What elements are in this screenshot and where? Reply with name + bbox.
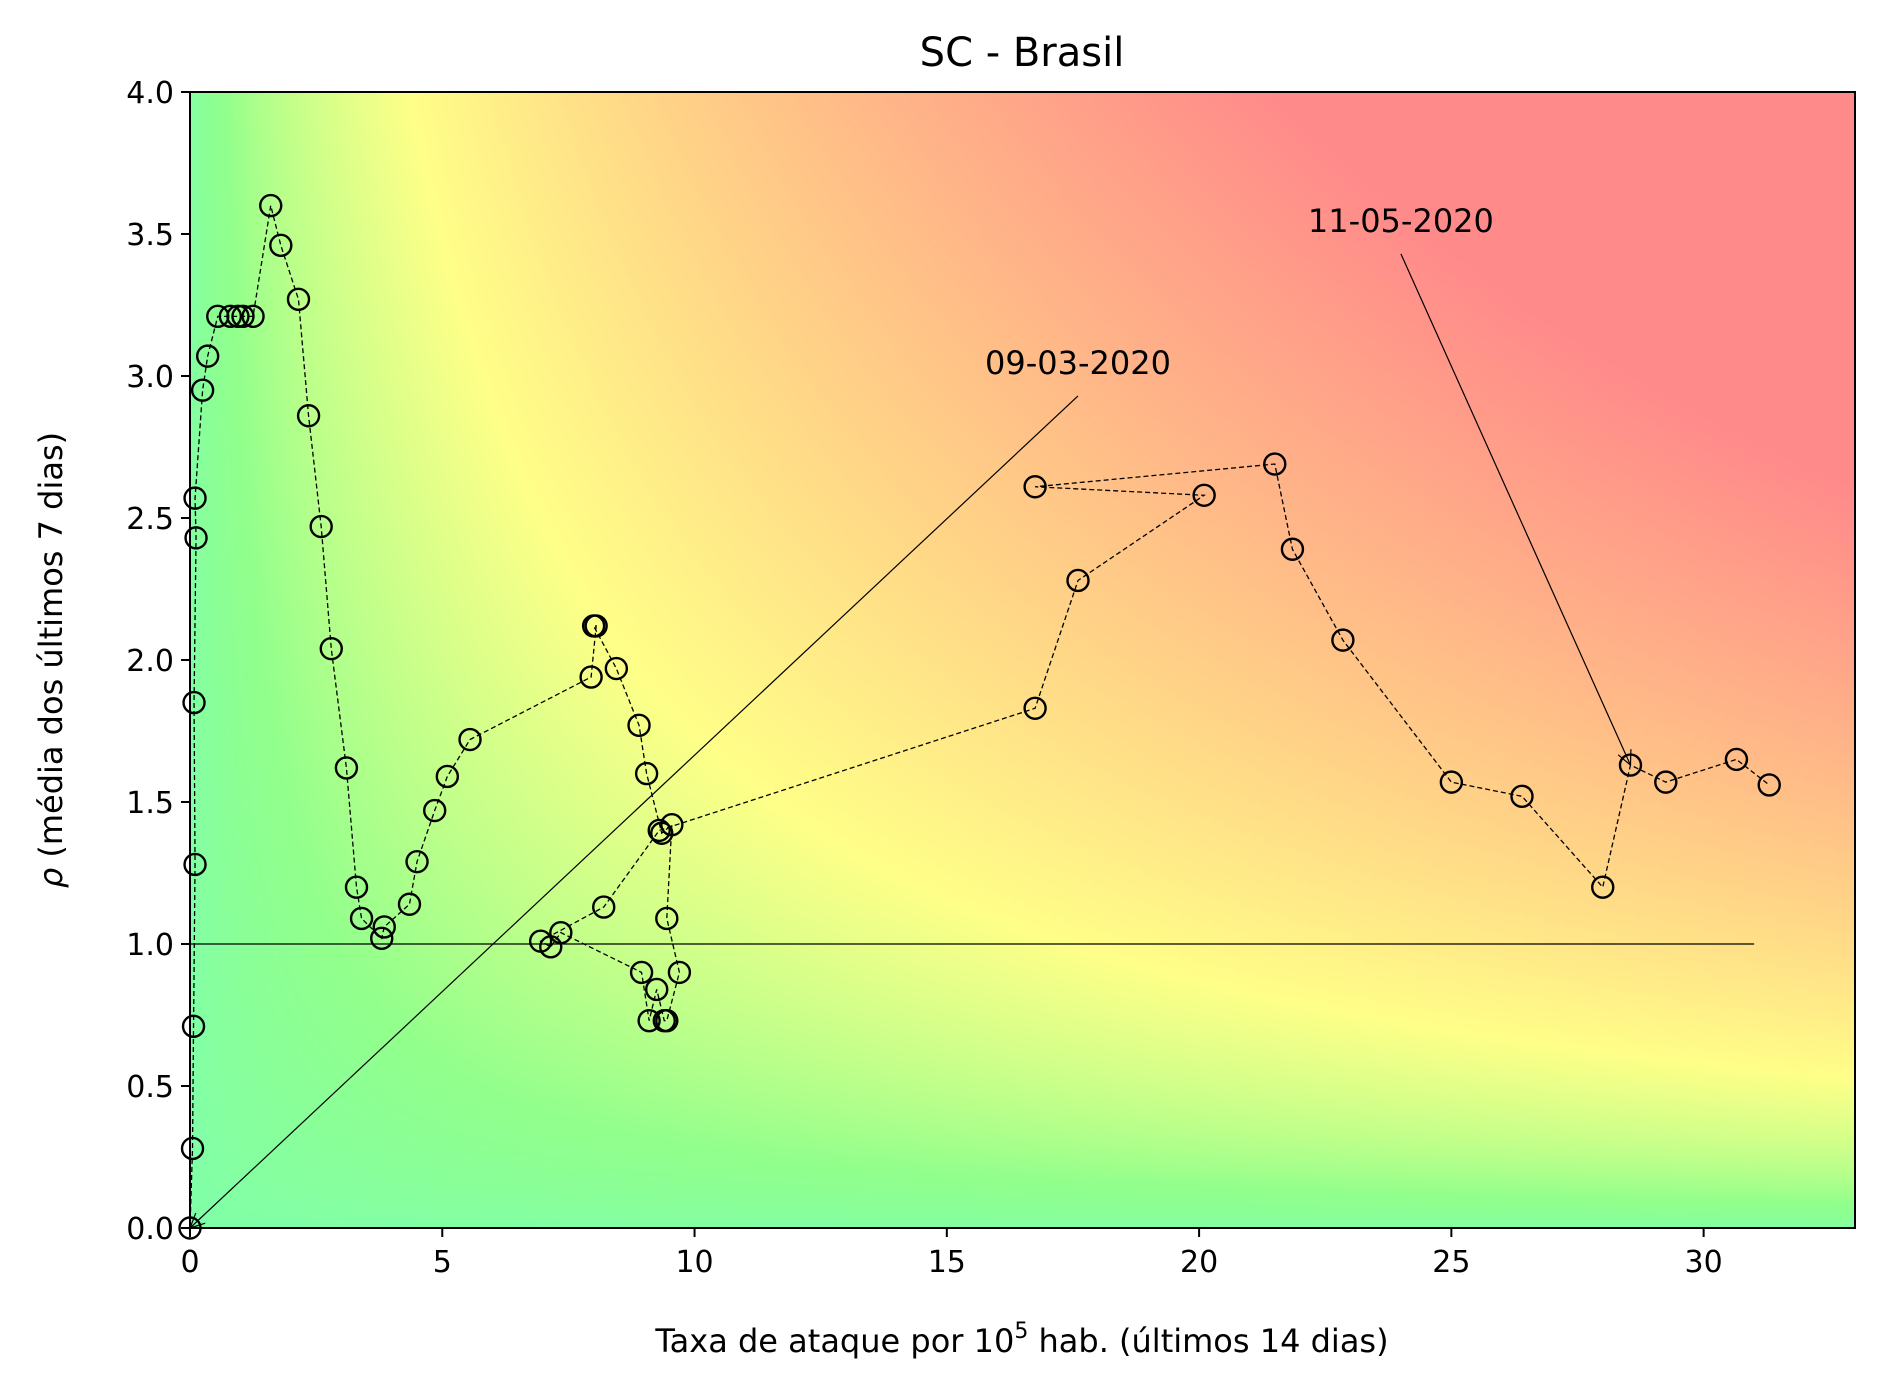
data-point [190, 378, 215, 402]
data-point [182, 690, 206, 715]
data-point [370, 926, 394, 951]
x-axis-title-suffix: hab. (últimos 14 dias) [1028, 1322, 1388, 1360]
data-point [652, 1008, 676, 1033]
x-tick-label: 30 [1685, 1245, 1723, 1280]
chart-title: SC - Brasil [920, 30, 1125, 76]
data-point [629, 960, 654, 985]
data-point [579, 665, 603, 689]
data-point [1439, 770, 1464, 794]
data-point [309, 514, 333, 539]
data-point [344, 875, 369, 899]
data-point [604, 656, 629, 681]
data-point [435, 764, 460, 789]
data-point [183, 852, 207, 877]
x-tick-label: 15 [928, 1245, 966, 1280]
data-point [1510, 784, 1534, 809]
y-axis-title-symbol: ρ [32, 868, 70, 888]
y-tick-label: 2.5 [126, 502, 174, 537]
data-point [1023, 475, 1047, 499]
data-point [286, 287, 311, 312]
y-tick-label: 3.5 [126, 218, 174, 253]
data-point [645, 977, 669, 1002]
x-tick-label: 5 [433, 1245, 452, 1280]
y-tick-label: 0.0 [126, 1212, 174, 1247]
data-point [458, 727, 482, 752]
data-series [178, 193, 1781, 1240]
x-axis-title: Taxa de ataque por 105 hab. (últimos 14 … [654, 1319, 1388, 1360]
data-point [581, 614, 606, 638]
data-point [1192, 483, 1216, 507]
data-point [1591, 875, 1615, 899]
data-point [647, 818, 671, 843]
y-tick-label: 4.0 [126, 76, 174, 111]
data-point [1331, 628, 1355, 652]
y-axis: 0.0 0.5 1.0 1.5 2.0 2.5 3.0 3.5 4.0 [126, 76, 190, 1247]
data-point [269, 233, 293, 258]
data-point [296, 404, 321, 428]
data-point [218, 304, 243, 329]
data-point [349, 906, 374, 931]
annotation-label: 11-05-2020 [1308, 202, 1494, 240]
data-point [405, 849, 429, 874]
data-point [660, 813, 684, 837]
x-tick-label: 20 [1180, 1245, 1218, 1280]
y-tick-label: 1.5 [126, 786, 174, 821]
data-point [1618, 753, 1643, 777]
annotation-arrows: 09-03-2020 11-05-2020 [188, 202, 1632, 1229]
data-point [231, 304, 255, 329]
y-tick-label: 0.5 [126, 1070, 174, 1105]
data-point [334, 756, 359, 780]
data-point [637, 1008, 661, 1033]
y-tick-label: 3.0 [126, 360, 174, 395]
data-point [372, 915, 396, 939]
y-axis-title: ρ (média dos últimos 7 dias) [32, 432, 70, 888]
x-axis: 0 5 10 15 20 25 30 [180, 1228, 1723, 1280]
data-point [319, 636, 343, 661]
data-point [241, 304, 265, 329]
data-point [627, 713, 651, 738]
data-point [1066, 568, 1090, 593]
data-point [528, 929, 553, 953]
y-tick-label: 1.0 [126, 928, 174, 963]
data-point [1654, 770, 1678, 794]
data-point [397, 892, 422, 916]
annotation-arrow [189, 395, 1079, 1229]
data-point [634, 761, 659, 786]
data-point [655, 906, 679, 931]
data-point [195, 344, 220, 368]
data-point [184, 526, 208, 550]
x-axis-title-sup: 5 [1014, 1319, 1028, 1344]
data-point [423, 798, 447, 823]
data-point [180, 1136, 205, 1161]
plot-background [190, 92, 1855, 1228]
data-point [183, 486, 207, 510]
y-tick-label: 2.0 [126, 644, 174, 679]
annotation-label: 09-03-2020 [985, 344, 1171, 382]
data-point [592, 895, 616, 919]
data-point [1023, 696, 1047, 720]
data-point [1724, 747, 1749, 772]
data-point [1280, 537, 1305, 561]
data-point [259, 193, 283, 218]
annotation-arrow [1400, 253, 1632, 766]
data-point [667, 960, 692, 985]
data-point [181, 1014, 206, 1039]
series-line [189, 205, 1770, 1229]
data-point [1263, 452, 1287, 476]
x-tick-label: 10 [675, 1245, 713, 1280]
x-tick-label: 25 [1432, 1245, 1470, 1280]
y-axis-title-rest: (média dos últimos 7 dias) [32, 432, 70, 868]
risk-gradient [190, 92, 1855, 1228]
x-axis-title-prefix: Taxa de ataque por 10 [654, 1322, 1014, 1360]
x-tick-label: 0 [180, 1245, 199, 1280]
data-point [1757, 773, 1781, 797]
